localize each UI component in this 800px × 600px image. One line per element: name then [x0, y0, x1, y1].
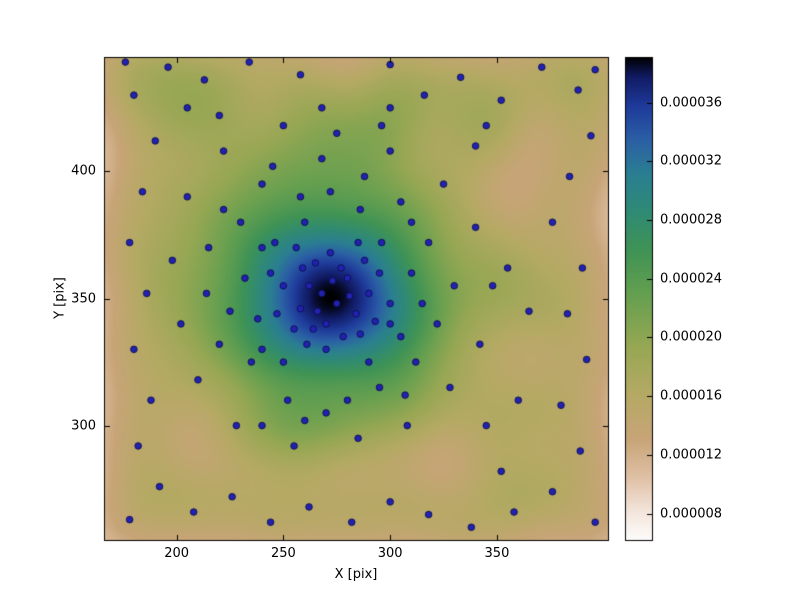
y-axis-label: Y [pix] [52, 277, 68, 319]
x-tick-label: 200 [164, 546, 190, 561]
y-tick-label: 350 [71, 291, 96, 306]
colorbar-tick-label: 0.000036 [660, 95, 723, 110]
x-tick-label: 250 [270, 546, 296, 561]
x-axis-label: X [pix] [334, 567, 378, 582]
colorbar-tick-label: 0.000032 [660, 153, 723, 169]
colorbar-tick-label: 0.000012 [660, 447, 723, 463]
x-tick-label: 300 [377, 546, 403, 561]
colorbar-tick-label: 0.000020 [660, 329, 723, 345]
colorbar-tick-label: 0.000016 [660, 388, 723, 404]
colorbar-tick-label: 0.000024 [660, 271, 723, 287]
colorbar-tick-label: 0.000028 [660, 212, 723, 228]
colorbar-tick-label: 0.000008 [660, 506, 723, 522]
y-tick-label: 400 [71, 163, 96, 179]
y-tick-label: 300 [71, 418, 96, 434]
x-tick-label: 350 [484, 546, 510, 561]
